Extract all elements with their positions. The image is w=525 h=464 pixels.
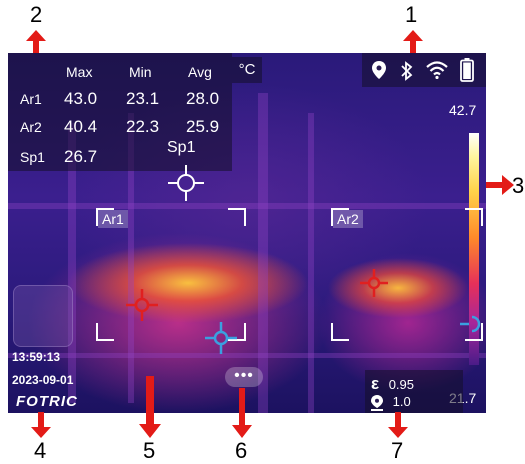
distance-icon [371, 394, 383, 411]
color-scale-bar[interactable] [469, 133, 479, 365]
spot-crosshair-icon[interactable] [168, 165, 204, 201]
ar2-max: 40.4 [64, 117, 98, 136]
header-max: Max [66, 64, 93, 80]
capture-time: 13:59:13 [12, 350, 61, 364]
annotation-1: 1 [405, 2, 418, 27]
header-min: Min [129, 64, 152, 80]
brand-logo: FOTRIC [16, 393, 78, 410]
arrow-up-icon [403, 30, 423, 56]
stats-panel: Max Min Avg Ar1 43.0 23.1 28.0 Ar2 40.4 … [8, 53, 232, 171]
roi-ar1[interactable]: Ar1 [96, 208, 246, 341]
sp1-value: 26.7 [64, 147, 98, 166]
bluetooth-icon [401, 61, 413, 81]
roi-ar1-label: Ar1 [98, 210, 128, 228]
annotation-3: 3 [512, 173, 525, 198]
more-options-button[interactable]: ••• [225, 367, 263, 387]
ar2-avg: 25.9 [186, 117, 220, 136]
distance-row: 1.0 [371, 394, 411, 411]
temperature-unit[interactable]: °C [232, 57, 262, 83]
sp1-label: Sp1 [20, 149, 45, 165]
max-temp-marker-icon [360, 269, 388, 297]
wifi-icon [426, 61, 448, 79]
location-icon [372, 61, 386, 79]
ar2-label: Ar2 [20, 119, 42, 135]
sp1-marker-label: Sp1 [167, 139, 196, 156]
emissivity-row: ε 0.95 [371, 374, 414, 394]
thermal-viewport[interactable]: Max Min Avg Ar1 43.0 23.1 28.0 Ar2 40.4 … [8, 53, 486, 413]
annotation-7: 7 [391, 438, 404, 463]
arrow-up-icon [26, 30, 46, 56]
arrow-right-icon [484, 175, 514, 195]
ar1-max: 43.0 [64, 89, 98, 108]
distance-value: 1.0 [392, 394, 411, 409]
scale-max[interactable]: 42.7 [449, 102, 477, 118]
header-avg: Avg [188, 64, 212, 80]
min-temp-marker-icon [205, 322, 237, 354]
ar1-min: 23.1 [126, 89, 160, 108]
ar2-min: 22.3 [126, 117, 160, 136]
side-panel-button[interactable] [13, 285, 73, 347]
roi-ar2[interactable]: Ar2 [331, 208, 483, 341]
emissivity-symbol: ε [371, 374, 380, 393]
arrow-down-icon [139, 376, 161, 438]
ar1-avg: 28.0 [186, 89, 220, 108]
capture-date: 2023-09-01 [12, 373, 74, 387]
roi-ar2-label: Ar2 [333, 210, 363, 228]
max-temp-marker-icon [126, 289, 158, 321]
min-temp-marker-icon [460, 315, 481, 333]
arrow-down-icon [232, 388, 252, 438]
annotation-4: 4 [34, 438, 47, 463]
arrow-down-icon [31, 412, 51, 438]
ar1-label: Ar1 [20, 91, 42, 107]
annotation-2: 2 [30, 2, 43, 27]
measurement-params[interactable]: ε 0.95 1.0 [365, 370, 463, 413]
arrow-down-icon [388, 412, 408, 438]
status-bar [362, 53, 486, 87]
emissivity-value: 0.95 [388, 377, 415, 392]
annotation-6: 6 [235, 438, 248, 463]
annotation-5: 5 [143, 438, 156, 463]
battery-icon [460, 58, 474, 82]
